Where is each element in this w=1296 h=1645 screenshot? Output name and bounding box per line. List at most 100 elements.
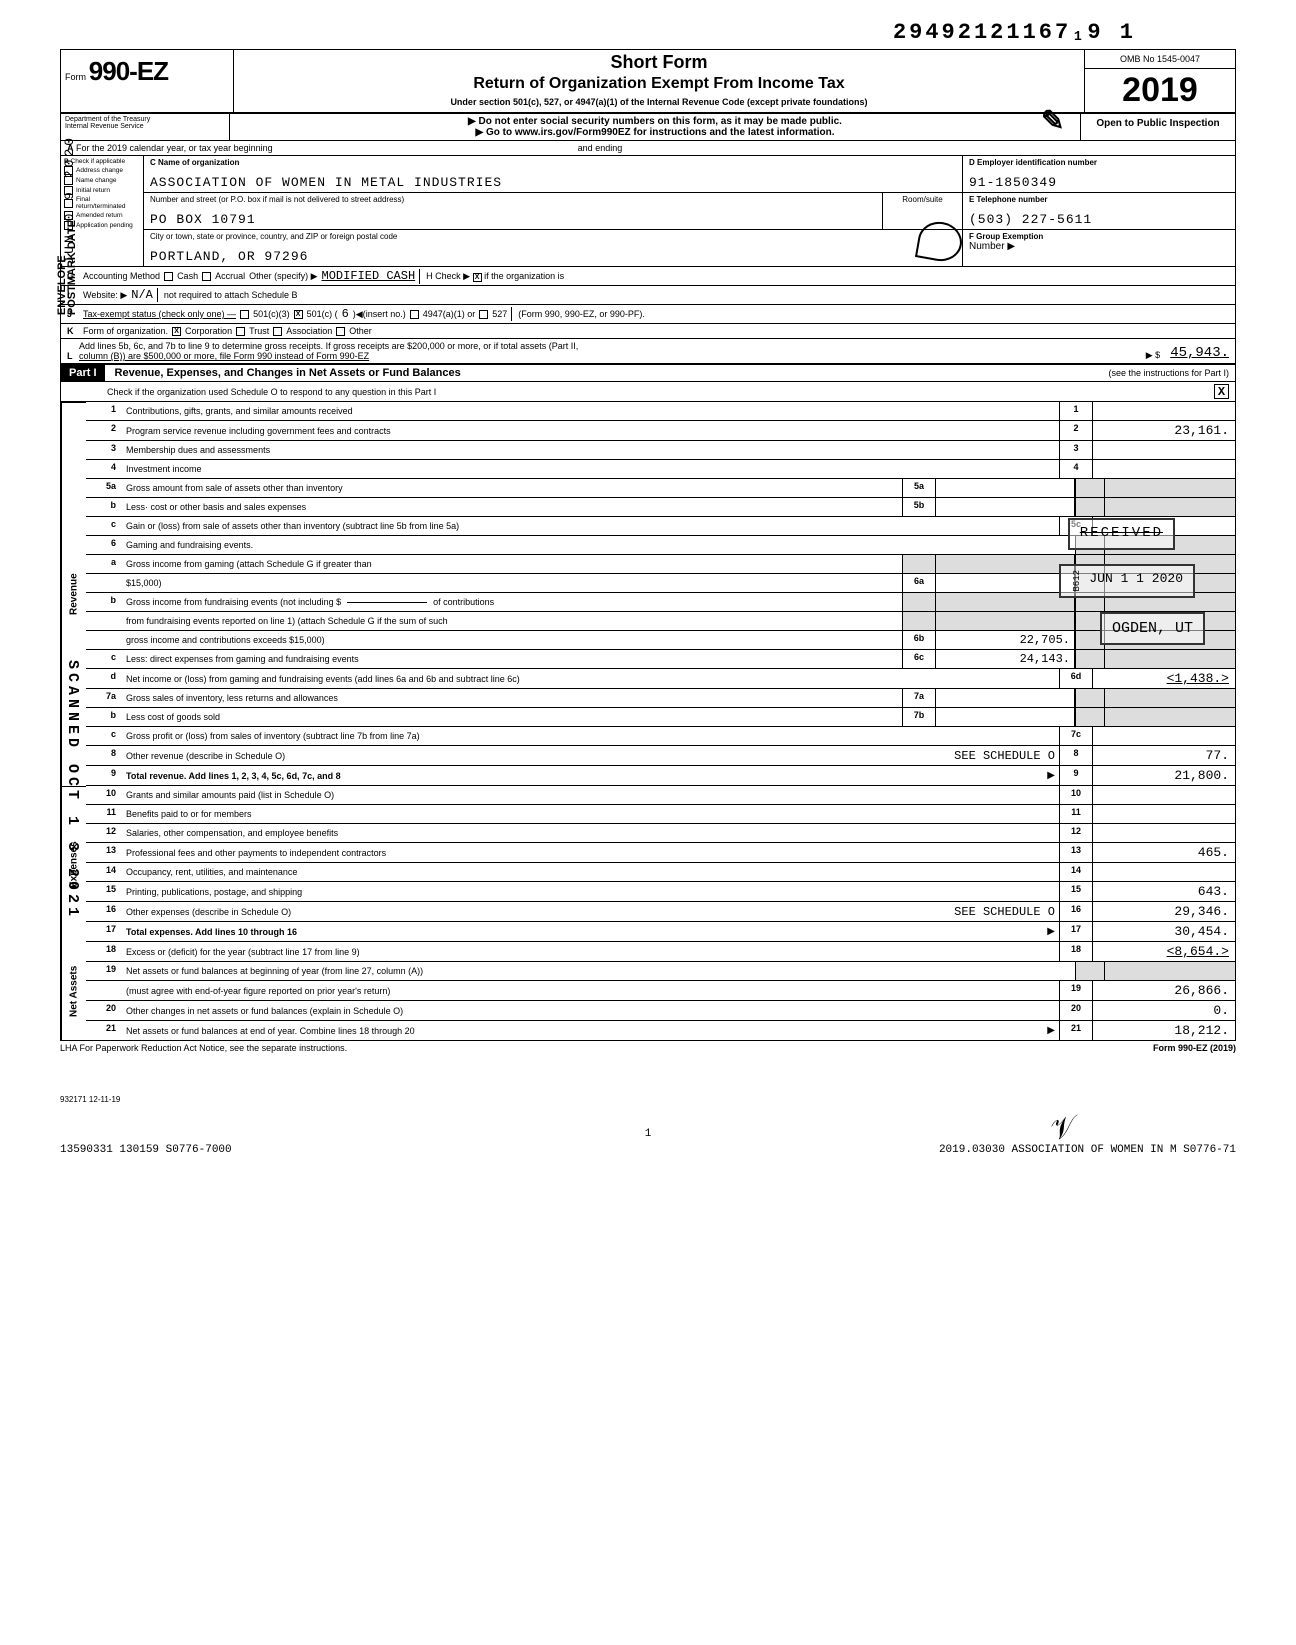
line5c-desc: Gain or (loss) from sale of assets other…: [122, 517, 1059, 535]
date-stamp: B612 JUN 1 1 2020: [1059, 564, 1195, 598]
h-text3: not required to attach Schedule B: [164, 290, 298, 300]
row-a-ending: and ending: [578, 143, 623, 153]
line13-desc: Professional fees and other payments to …: [122, 843, 1059, 862]
line19-desc: Net assets or fund balances at beginning…: [122, 962, 1075, 980]
line6a-desc: Gross income from gaming (attach Schedul…: [126, 559, 372, 569]
instruction-ssn: ▶ Do not enter social security numbers o…: [232, 116, 1078, 127]
line3-amt: [1093, 441, 1235, 459]
checkbox-corporation[interactable]: X: [172, 327, 181, 336]
line6b-amt: 22,705.: [936, 631, 1075, 649]
room-suite-label: Room/suite: [883, 193, 963, 229]
dept-irs: Internal Revenue Service: [65, 123, 225, 130]
checkbox-association[interactable]: [273, 327, 282, 336]
line9-desc: Total revenue. Add lines 1, 2, 3, 4, 5c,…: [126, 771, 341, 781]
c-label: C Name of organization: [150, 158, 956, 167]
line8-see: SEE SCHEDULE O: [954, 749, 1055, 763]
checkbox-other-org[interactable]: [336, 327, 345, 336]
side-revenue: Revenue: [61, 402, 86, 786]
line6b-desc: Gross income from fundraising events (no…: [126, 597, 341, 607]
line14-amt: [1093, 863, 1235, 881]
side-net-assets: Net Assets: [61, 942, 86, 1040]
check-o-text: Check if the organization used Schedule …: [67, 387, 436, 397]
website-label: Website: ▶: [83, 290, 127, 301]
software-code: 932171 12-11-19: [60, 1095, 1236, 1104]
lha-notice: LHA For Paperwork Reduction Act Notice, …: [60, 1043, 347, 1053]
line6c-amt: 24,143.: [936, 650, 1075, 668]
line6b-desc4: gross income and contributions exceeds $…: [122, 631, 902, 649]
line21-amt: 18,212.: [1093, 1021, 1235, 1040]
checkbox-527[interactable]: [479, 310, 488, 319]
line12-amt: [1093, 824, 1235, 842]
line19-desc2: (must agree with end-of-year figure repo…: [122, 981, 1059, 1000]
line5a-desc: Gross amount from sale of assets other t…: [122, 479, 902, 497]
city-label: City or town, state or province, country…: [150, 232, 956, 241]
line1-desc: Contributions, gifts, grants, and simila…: [122, 402, 1059, 420]
form-footer: Form 990-EZ (2019): [1153, 1043, 1236, 1053]
signature-mark-icon: ✎: [1041, 104, 1064, 137]
line8-amt: 77.: [1093, 746, 1235, 765]
street-label: Number and street (or P.O. box if mail i…: [150, 195, 876, 204]
line11-desc: Benefits paid to or for members: [122, 805, 1059, 823]
checkbox-cash[interactable]: [164, 272, 173, 281]
checkbox-h[interactable]: X: [473, 273, 482, 282]
line6a-desc2: $15,000): [122, 574, 902, 592]
line6c-desc: Less: direct expenses from gaming and fu…: [122, 650, 902, 668]
row-a-text: For the 2019 calendar year, or tax year …: [76, 143, 273, 153]
jun09-stamp: JUN 0 9 2020: [62, 135, 77, 265]
ein-value: 91-1850349: [969, 175, 1229, 190]
line14-desc: Occupancy, rent, utilities, and maintena…: [122, 863, 1059, 881]
org-name: ASSOCIATION OF WOMEN IN METAL INDUSTRIES: [150, 175, 956, 190]
part1-label: Part I: [61, 365, 105, 381]
title-main: Return of Organization Exempt From Incom…: [244, 75, 1074, 93]
line16-desc: Other expenses (describe in Schedule O): [126, 907, 291, 917]
phone-value: (503) 227-5611: [969, 212, 1229, 227]
line7b-amt: [936, 708, 1075, 726]
checkbox-4947[interactable]: [410, 310, 419, 319]
checkbox-schedule-o[interactable]: X: [1214, 384, 1229, 399]
line13-amt: 465.: [1093, 843, 1235, 862]
side-expenses: Expenses: [61, 786, 86, 942]
omb-number: OMB No 1545-0047: [1085, 50, 1235, 69]
line5b-amt: [936, 498, 1075, 516]
line20-amt: 0.: [1093, 1001, 1235, 1020]
other-method-value: MODIFIED CASH: [322, 269, 416, 283]
page-number: 1: [645, 1128, 652, 1140]
line18-amt: <8,654.>: [1093, 942, 1235, 961]
line7b-desc: Less cost of goods sold: [122, 708, 902, 726]
501c-number: 6: [342, 307, 349, 321]
street-value: PO BOX 10791: [150, 212, 876, 227]
checkbox-501c3[interactable]: [240, 310, 249, 319]
line20-desc: Other changes in net assets or fund bala…: [122, 1001, 1059, 1020]
line6d-amt: <1,438.>: [1093, 669, 1235, 688]
e-label: E Telephone number: [969, 195, 1229, 204]
checkbox-accrual[interactable]: [202, 272, 211, 281]
line5a-amt: [936, 479, 1075, 497]
bottom-right-id: 2019.03030 ASSOCIATION OF WOMEN IN M S07…: [939, 1144, 1236, 1156]
line18-desc: Excess or (deficit) for the year (subtra…: [122, 942, 1059, 961]
line4-amt: [1093, 460, 1235, 478]
dln-number: 29492121167₁9 1: [893, 20, 1136, 45]
bottom-left-id: 13590331 130159 S0776-7000: [60, 1144, 232, 1156]
initial-scribble-icon: 𝒱: [1048, 1110, 1079, 1148]
dept-treasury: Department of the Treasury: [65, 116, 225, 123]
line7a-amt: [936, 689, 1075, 707]
line1-amt: [1093, 402, 1235, 420]
city-value: PORTLAND, OR 97296: [150, 249, 956, 264]
title-short: Short Form: [244, 52, 1074, 73]
line15-amt: 643.: [1093, 882, 1235, 901]
line10-amt: [1093, 786, 1235, 804]
line9-amt: 21,800.: [1093, 766, 1235, 785]
f-label: F Group Exemption: [969, 232, 1229, 241]
line16-amt: 29,346.: [1093, 902, 1235, 921]
row-l-amount: 45,943.: [1170, 345, 1229, 361]
tax-exempt-label: Tax-exempt status (check only one) —: [83, 309, 236, 319]
line5b-desc: Less· cost or other basis and sales expe…: [122, 498, 902, 516]
form-org-label: Form of organization.: [83, 326, 168, 336]
line21-desc: Net assets or fund balances at end of ye…: [126, 1026, 415, 1036]
checkbox-trust[interactable]: [236, 327, 245, 336]
website-value: N/A: [131, 288, 153, 302]
line6d-desc: Net income or (loss) from gaming and fun…: [122, 669, 1059, 688]
title-under: Under section 501(c), 527, or 4947(a)(1)…: [244, 97, 1074, 107]
checkbox-501c[interactable]: X: [294, 310, 303, 319]
line8-desc: Other revenue (describe in Schedule O): [126, 751, 285, 761]
